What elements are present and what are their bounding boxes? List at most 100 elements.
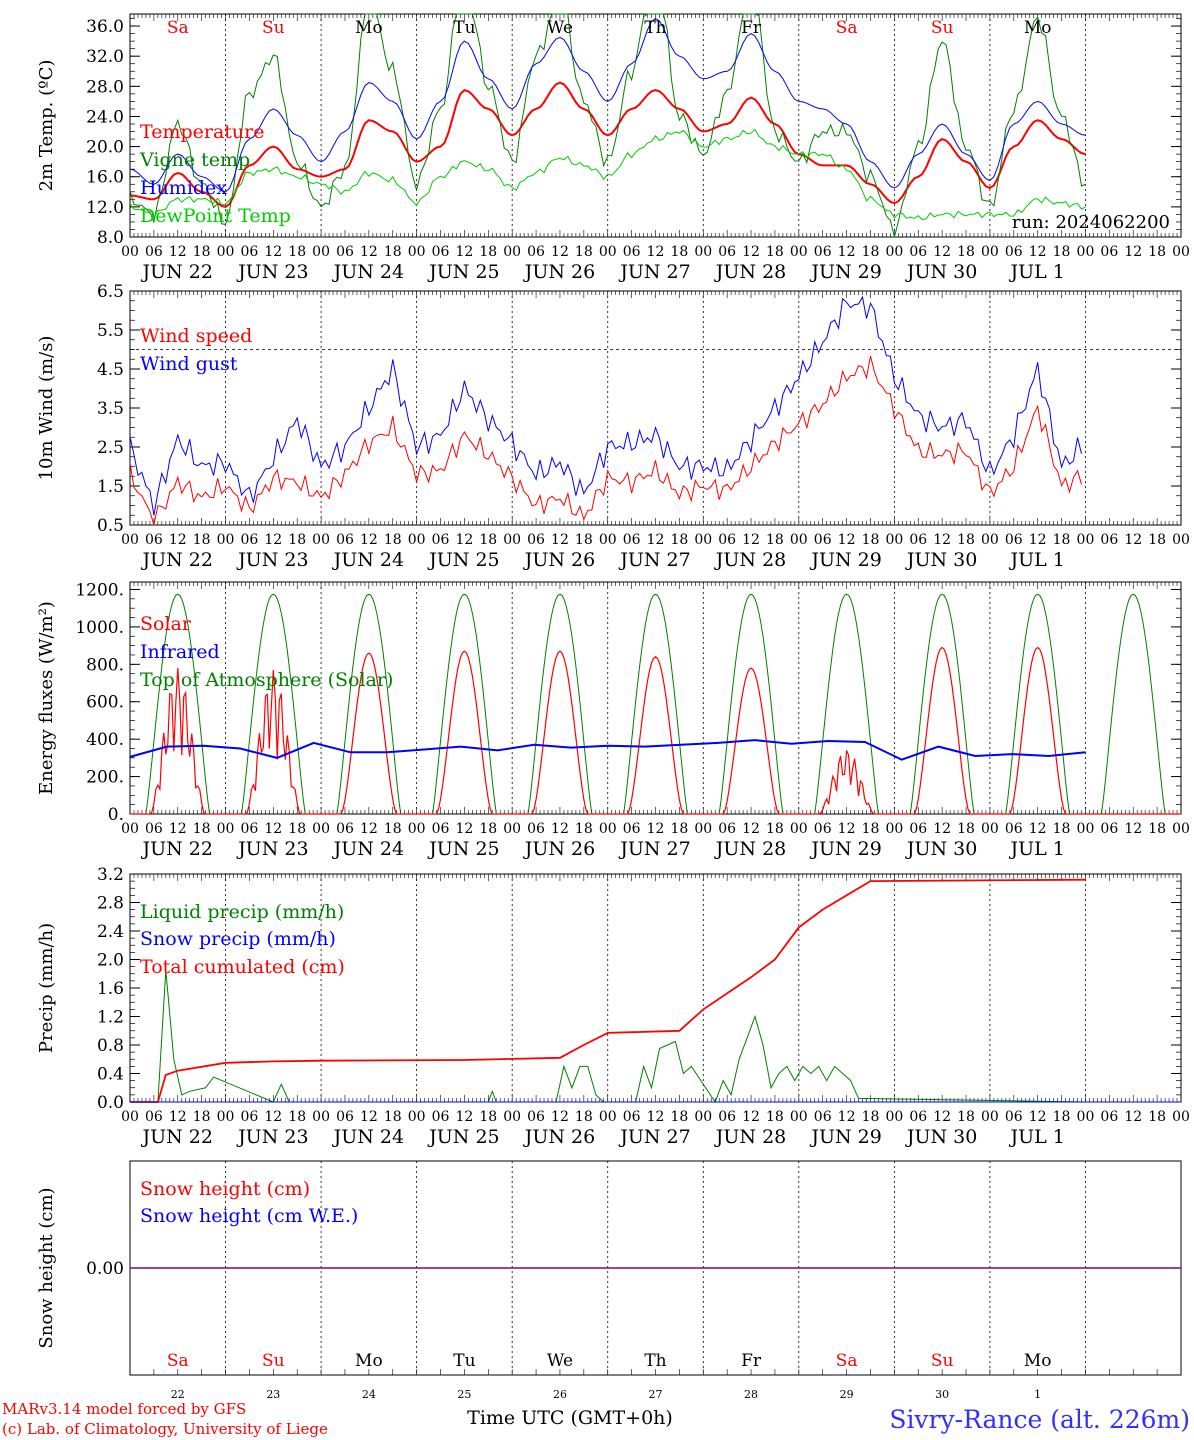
y-tick-label: 1200. [75, 580, 124, 600]
liquid-precip-line [130, 970, 1086, 1104]
x-hour-label: 18 [288, 532, 306, 548]
x-hour-label: 18 [288, 821, 306, 837]
x-hour-label: 12 [1124, 821, 1142, 837]
temp-series-line [129, 17, 1086, 193]
y-tick-label: 3.2 [97, 865, 124, 885]
legend-entry: Vigne temp [139, 149, 250, 171]
x-hour-label: 00 [503, 244, 521, 260]
x-hour-label: 12 [647, 532, 665, 548]
x-date-label: JUN 26 [523, 261, 595, 283]
day-number-label: 1 [1034, 1388, 1041, 1401]
x-hour-label: 12 [551, 821, 569, 837]
x-date-label: JUN 25 [427, 1126, 499, 1148]
x-date-label: JUL 1 [1008, 549, 1064, 571]
x-hour-label: 18 [479, 821, 497, 837]
x-date-label: JUN 25 [427, 261, 499, 283]
y-axis-label: 10m Wind (m/s) [36, 336, 57, 481]
x-hour-label: 00 [217, 821, 235, 837]
x-hour-label: 06 [527, 821, 545, 837]
panel-frame [129, 581, 1182, 815]
x-hour-label: 18 [288, 244, 306, 260]
legend-entry: Snow height (cm) [140, 1178, 310, 1200]
x-date-label: JUN 26 [523, 838, 595, 860]
x-hour-label: 06 [718, 1109, 736, 1125]
x-hour-label: 18 [957, 1109, 975, 1125]
x-hour-label: 00 [217, 532, 235, 548]
x-hour-label: 12 [742, 821, 760, 837]
x-hour-label: 06 [1100, 821, 1118, 837]
x-date-label: JUN 26 [523, 549, 595, 571]
x-hour-label: 00 [503, 1109, 521, 1125]
x-hour-label: 18 [1053, 532, 1071, 548]
x-hour-label: 00 [1172, 244, 1190, 260]
x-hour-label: 06 [1005, 1109, 1023, 1125]
x-date-label: JUN 27 [618, 838, 690, 860]
y-tick-label: 200. [86, 768, 124, 788]
x-hour-label: 00 [694, 244, 712, 260]
x-date-label: JUN 27 [618, 1126, 690, 1148]
x-hour-label: 06 [1005, 244, 1023, 260]
wind-series-line [129, 295, 1082, 516]
temp-series-line [129, 128, 1086, 221]
x-hour-label: 12 [360, 532, 378, 548]
y-tick-label: 8.0 [97, 228, 124, 248]
x-hour-label: 18 [766, 821, 784, 837]
x-hour-label: 18 [670, 821, 688, 837]
x-hour-label: 06 [527, 532, 545, 548]
x-hour-label: 06 [1100, 532, 1118, 548]
weekday-label: Sa [836, 18, 858, 38]
x-hour-label: 06 [336, 532, 354, 548]
time-axis-label: Time UTC (GMT+0h) [467, 1407, 673, 1429]
solar-line [130, 646, 1181, 815]
x-hour-label: 06 [145, 1109, 163, 1125]
x-date-label: JUN 24 [332, 838, 404, 860]
x-hour-label: 12 [742, 532, 760, 548]
x-hour-label: 12 [838, 244, 856, 260]
y-tick-label: 0.8 [97, 1036, 124, 1056]
y-tick-label: 1.2 [97, 1008, 124, 1028]
x-hour-label: 06 [623, 821, 641, 837]
legend-entry: Temperature [140, 121, 264, 143]
x-hour-label: 00 [408, 1109, 426, 1125]
x-date-label: JUN 28 [714, 1126, 786, 1148]
cumulated-precip-line [130, 878, 1086, 1103]
x-hour-label: 12 [551, 532, 569, 548]
x-hour-label: 18 [479, 532, 497, 548]
wind-series-line [129, 355, 1082, 526]
x-hour-label: 06 [814, 1109, 832, 1125]
x-hour-label: 00 [790, 244, 808, 260]
x-hour-label: 06 [814, 244, 832, 260]
x-hour-label: 12 [838, 821, 856, 837]
x-hour-label: 12 [1124, 1109, 1142, 1125]
x-hour-label: 12 [264, 821, 282, 837]
x-hour-label: 12 [742, 244, 760, 260]
day-number-label: 24 [362, 1388, 376, 1401]
x-hour-label: 12 [169, 1109, 187, 1125]
x-hour-label: 00 [694, 532, 712, 548]
x-date-label: JUL 1 [1008, 838, 1064, 860]
x-date-label: JUN 22 [141, 1126, 213, 1148]
weekday-label: Fr [741, 18, 762, 38]
x-hour-label: 00 [1172, 821, 1190, 837]
x-hour-label: 06 [1100, 244, 1118, 260]
series-layer [129, 13, 1181, 1269]
x-hour-label: 06 [432, 532, 450, 548]
x-hour-label: 00 [1172, 532, 1190, 548]
weekday-label: Sa [167, 18, 189, 38]
weekday-label: Su [931, 18, 954, 38]
weekday-label: Th [644, 18, 666, 38]
weekday-label: Sa [167, 1351, 189, 1371]
x-hour-label: 00 [408, 821, 426, 837]
x-hour-label: 18 [1053, 821, 1071, 837]
x-hour-label: 00 [885, 1109, 903, 1125]
y-tick-label: 16.0 [86, 168, 124, 188]
x-hour-label: 12 [169, 244, 187, 260]
x-hour-label: 12 [360, 821, 378, 837]
y-tick-label: 0.5 [97, 516, 124, 536]
x-hour-label: 00 [885, 532, 903, 548]
x-hour-label: 12 [455, 1109, 473, 1125]
y-tick-label: 0.4 [97, 1065, 124, 1085]
x-hour-label: 00 [1077, 1109, 1095, 1125]
x-hour-label: 00 [599, 821, 617, 837]
x-hour-label: 12 [360, 1109, 378, 1125]
